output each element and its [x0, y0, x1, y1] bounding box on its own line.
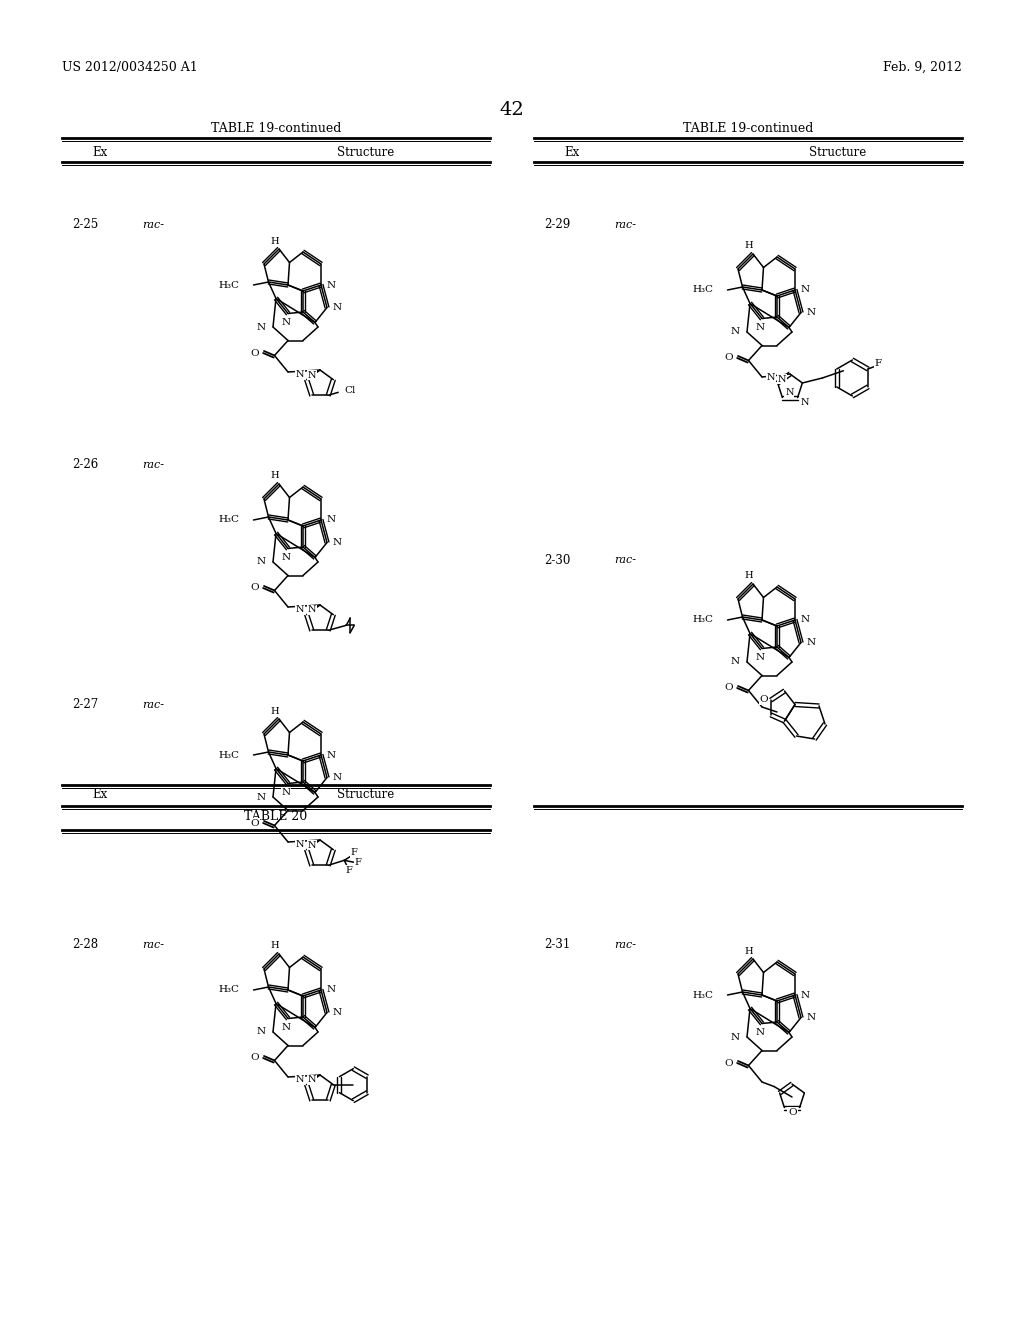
Text: Structure: Structure: [809, 147, 866, 160]
Text: 2-27: 2-27: [72, 698, 98, 711]
Text: O: O: [725, 1059, 733, 1068]
Text: H: H: [270, 236, 280, 246]
Text: rac-: rac-: [142, 940, 164, 950]
Text: TABLE 19-continued: TABLE 19-continued: [683, 121, 813, 135]
Text: H₃C: H₃C: [218, 986, 240, 994]
Text: N: N: [296, 370, 304, 379]
Text: H: H: [270, 706, 280, 715]
Text: N: N: [296, 605, 304, 614]
Text: N: N: [327, 281, 336, 289]
Text: N: N: [256, 1027, 265, 1036]
Text: TABLE 20: TABLE 20: [245, 810, 307, 824]
Text: F: F: [354, 858, 361, 867]
Text: 2-29: 2-29: [544, 219, 570, 231]
Text: N: N: [730, 657, 739, 667]
Text: Feb. 9, 2012: Feb. 9, 2012: [883, 61, 962, 74]
Text: rac-: rac-: [142, 220, 164, 230]
Text: 2-25: 2-25: [72, 219, 98, 231]
Text: O: O: [251, 818, 259, 828]
Text: N: N: [333, 539, 342, 546]
Text: N: N: [730, 327, 739, 337]
Text: 2-26: 2-26: [72, 458, 98, 471]
Text: H: H: [744, 946, 754, 956]
Text: F: F: [346, 866, 352, 875]
Text: 42: 42: [500, 102, 524, 119]
Text: N: N: [327, 986, 336, 994]
Text: O: O: [251, 583, 259, 593]
Text: N: N: [807, 638, 815, 647]
Text: Ex: Ex: [564, 147, 580, 160]
Text: O: O: [788, 1107, 797, 1117]
Text: N: N: [756, 1028, 765, 1038]
Text: 2-31: 2-31: [544, 939, 570, 952]
Text: H: H: [744, 572, 754, 581]
Text: rac-: rac-: [142, 459, 164, 470]
Text: H₃C: H₃C: [218, 281, 240, 289]
Text: N: N: [801, 615, 810, 624]
Text: rac-: rac-: [142, 700, 164, 710]
Text: N: N: [801, 990, 810, 999]
Text: N: N: [256, 792, 265, 801]
Text: N: N: [785, 388, 794, 397]
Text: N: N: [801, 285, 810, 294]
Text: N: N: [333, 774, 342, 781]
Text: N: N: [730, 1032, 739, 1041]
Text: Structure: Structure: [337, 788, 394, 800]
Text: H: H: [270, 471, 280, 480]
Text: 2-30: 2-30: [544, 553, 570, 566]
Text: N: N: [807, 308, 815, 317]
Text: Cl: Cl: [344, 385, 355, 395]
Text: N: N: [256, 322, 265, 331]
Text: H₃C: H₃C: [218, 751, 240, 759]
Text: O: O: [725, 354, 733, 363]
Text: Ex: Ex: [92, 147, 108, 160]
Text: N: N: [282, 788, 291, 797]
Text: O: O: [251, 348, 259, 358]
Text: H: H: [270, 941, 280, 950]
Text: N: N: [756, 323, 765, 333]
Text: H₃C: H₃C: [692, 615, 714, 624]
Text: N: N: [308, 841, 316, 850]
Text: O: O: [251, 1053, 259, 1063]
Text: US 2012/0034250 A1: US 2012/0034250 A1: [62, 61, 198, 74]
Text: N: N: [308, 1076, 316, 1085]
Text: rac-: rac-: [614, 220, 636, 230]
Text: O: O: [725, 684, 733, 693]
Text: N: N: [282, 318, 291, 327]
Text: H: H: [744, 242, 754, 251]
Text: rac-: rac-: [614, 554, 636, 565]
Text: N: N: [756, 653, 765, 663]
Text: N: N: [807, 1012, 815, 1022]
Text: F: F: [874, 359, 882, 368]
Text: N: N: [308, 371, 316, 380]
Text: N: N: [327, 751, 336, 759]
Text: N: N: [327, 516, 336, 524]
Text: H₃C: H₃C: [218, 516, 240, 524]
Text: 2-28: 2-28: [72, 939, 98, 952]
Text: H₃C: H₃C: [692, 990, 714, 999]
Text: N: N: [256, 557, 265, 566]
Text: rac-: rac-: [614, 940, 636, 950]
Text: Ex: Ex: [92, 788, 108, 800]
Text: F: F: [351, 847, 357, 857]
Text: N: N: [333, 304, 342, 312]
Text: N: N: [801, 399, 809, 407]
Text: H₃C: H₃C: [692, 285, 714, 294]
Text: TABLE 19-continued: TABLE 19-continued: [211, 121, 341, 135]
Text: N: N: [778, 375, 786, 384]
Text: N: N: [282, 553, 291, 562]
Text: Structure: Structure: [337, 147, 394, 160]
Text: N: N: [296, 1076, 304, 1084]
Text: N: N: [333, 1008, 342, 1016]
Text: O: O: [760, 696, 768, 705]
Text: N: N: [296, 840, 304, 849]
Text: N: N: [282, 1023, 291, 1032]
Text: N: N: [766, 374, 775, 383]
Text: N: N: [308, 606, 316, 615]
